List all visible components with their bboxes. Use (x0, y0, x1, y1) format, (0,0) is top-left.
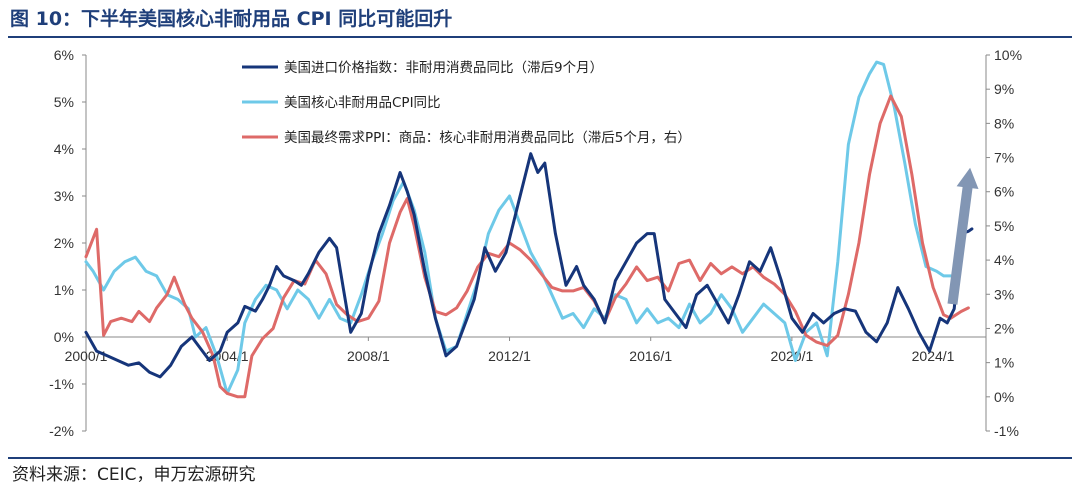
trend-arrow (947, 167, 979, 305)
left-tick-label: 3% (54, 188, 74, 204)
figure-title: 图 10：下半年美国核心非耐用品 CPI 同比可能回升 (10, 8, 453, 30)
right-tick-label: 4% (994, 252, 1014, 268)
right-tick-label: 9% (994, 81, 1014, 97)
legend-label-3: 美国最终需求PPI：商品：核心非耐用消费品同比（滞后5个月，右） (284, 130, 691, 146)
right-tick-label: 0% (994, 389, 1014, 405)
left-tick-label: 4% (54, 141, 74, 157)
right-tick-label: 10% (994, 47, 1022, 63)
chart-axes: -2% -1% 0% 1% 2% 3% 4% 5% 6% -1% 0% 1% 2% 3% 4% 5% 6% 7% 8… (49, 47, 1022, 439)
legend-label-1: 美国进口价格指数：非耐用消费品同比（滞后9个月） (284, 60, 603, 76)
x-tick-label: 2016/1 (629, 348, 672, 364)
chart-series (84, 60, 979, 399)
left-tick-label: 5% (54, 94, 74, 110)
right-tick-label: 2% (994, 320, 1014, 336)
left-tick-label: -1% (49, 376, 74, 392)
source-note: 资料来源：CEIC，申万宏源研究 (12, 465, 256, 485)
left-tick-label: 6% (54, 47, 74, 63)
series-line-1 (84, 152, 974, 379)
right-tick-label: -1% (994, 423, 1019, 439)
right-tick-label: 8% (994, 115, 1014, 131)
right-tick-label: 7% (994, 150, 1014, 166)
legend-label-2: 美国核心非耐用品CPI同比 (284, 95, 441, 111)
x-tick-label: 2024/1 (912, 348, 955, 364)
title-divider (8, 36, 1072, 38)
left-tick-label: 2% (54, 235, 74, 251)
left-tick-label: 1% (54, 282, 74, 298)
x-tick-label: 2020/1 (770, 348, 813, 364)
right-tick-label: 1% (994, 355, 1014, 371)
left-tick-label: 0% (54, 329, 74, 345)
x-tick-label: 2012/1 (488, 348, 531, 364)
right-tick-label: 5% (994, 218, 1014, 234)
x-tick-label: 2008/1 (347, 348, 390, 364)
right-tick-label: 6% (994, 184, 1014, 200)
left-tick-label: -2% (49, 423, 74, 439)
x-tick-label: 2000/1 (65, 348, 108, 364)
source-divider (8, 457, 1072, 459)
right-tick-label: 3% (994, 286, 1014, 302)
chart-legend: 美国进口价格指数：非耐用消费品同比（滞后9个月） 美国核心非耐用品CPI同比美国最… (242, 60, 691, 146)
